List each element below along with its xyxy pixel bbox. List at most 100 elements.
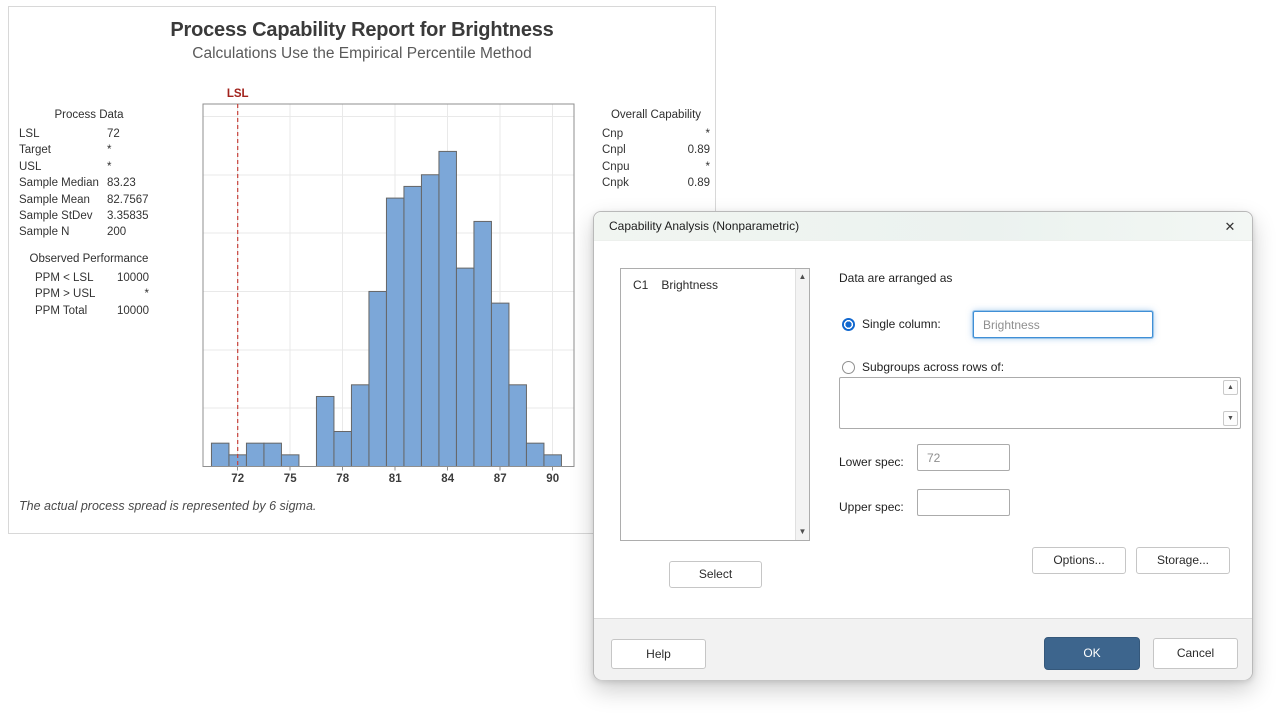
single-column-input[interactable] [973, 311, 1153, 338]
cancel-button[interactable]: Cancel [1153, 638, 1238, 669]
stat-row: Target * [19, 142, 159, 158]
stat-value: 0.89 [687, 177, 710, 190]
overall-capability-rows: Cnp * Cnpl 0.89 Cnpu * Cnpk 0.89 [598, 126, 714, 192]
stat-value: * [144, 288, 149, 301]
help-button[interactable]: Help [611, 639, 706, 669]
stat-value: 0.89 [687, 144, 710, 157]
histogram-bar [455, 267, 475, 467]
lower-spec-label: Lower spec: [839, 455, 904, 469]
stat-label: Sample StDev [19, 209, 93, 222]
stat-label: Cnpk [602, 177, 629, 190]
stat-row: PPM > USL * [19, 286, 159, 302]
stat-label: Target [19, 144, 51, 157]
scroll-down-icon[interactable]: ▼ [1223, 411, 1238, 426]
stat-row: Sample N 200 [19, 224, 159, 240]
histogram-bar [473, 220, 492, 467]
storage-button[interactable]: Storage... [1136, 547, 1230, 574]
histogram-bar [385, 197, 405, 467]
stat-row: PPM Total 10000 [19, 303, 159, 319]
data-arranged-label: Data are arranged as [839, 271, 953, 285]
subgroups-input[interactable]: ▲ ▼ [839, 377, 1241, 429]
stat-value: 72 [107, 128, 120, 140]
close-icon[interactable]: ✕ [1224, 219, 1236, 234]
dialog-title: Capability Analysis (Nonparametric) [609, 219, 800, 233]
histogram-bar [403, 185, 422, 467]
histogram-bar [315, 395, 335, 468]
stat-row: Sample StDev 3.35835 [19, 208, 159, 224]
stat-row: Cnp * [598, 126, 714, 142]
histogram-bar [245, 442, 265, 468]
histogram-bar [525, 442, 545, 468]
capability-analysis-dialog: Capability Analysis (Nonparametric) ✕ C1… [593, 211, 1253, 680]
column-listbox[interactable]: C1 Brightness ▲ ▼ [620, 268, 810, 541]
scroll-up-icon[interactable]: ▲ [798, 272, 807, 281]
x-axis-tick-label: 87 [494, 473, 507, 485]
stat-row: Cnpk 0.89 [598, 175, 714, 191]
histogram-bar [210, 442, 230, 468]
report-title: Process Capability Report for Brightness [170, 19, 554, 41]
stat-label: Cnp [602, 128, 624, 140]
observed-performance-rows: PPM < LSL 10000 PPM > USL * PPM Total 10000 [19, 270, 159, 319]
stat-row: LSL 72 [19, 126, 159, 142]
select-button[interactable]: Select [669, 561, 762, 588]
stat-value: * [107, 144, 112, 157]
plot-border [202, 103, 575, 467]
scroll-down-icon[interactable]: ▼ [798, 527, 807, 536]
stat-label: Sample N [19, 226, 70, 239]
single-column-radio[interactable] [842, 318, 855, 331]
histogram-bar [333, 430, 352, 467]
x-axis-tick-label: 75 [284, 473, 297, 485]
stat-value: 10000 [117, 304, 149, 317]
histogram-bar [420, 174, 440, 467]
stat-value: 200 [107, 226, 127, 239]
stat-label: Sample Median [19, 177, 99, 190]
overall-capability-block: Overall Capability Cnp * Cnpl 0.89 Cnpu * Cnpk… [598, 106, 714, 192]
stat-value: * [705, 160, 710, 173]
stat-value: * [705, 128, 710, 140]
list-item[interactable]: C1 Brightness [633, 278, 718, 292]
histogram: LSL 72 75 78 81 84 87 90 [202, 88, 575, 485]
stat-label: LSL [19, 128, 40, 140]
scroll-up-icon[interactable]: ▲ [1223, 380, 1238, 395]
subgroups-radio[interactable] [842, 361, 855, 374]
options-button[interactable]: Options... [1032, 547, 1126, 574]
stat-row: Cnpu * [598, 159, 714, 175]
subgroups-scrollbar[interactable]: ▲ ▼ [1223, 380, 1238, 426]
stat-row: Sample Median 83.23 [19, 175, 159, 191]
x-axis-tick-label: 72 [231, 473, 244, 485]
histogram-bar [508, 384, 527, 467]
x-axis-tick-label: 84 [441, 473, 454, 485]
stat-label: PPM > USL [35, 288, 96, 301]
dialog-titlebar[interactable]: Capability Analysis (Nonparametric) ✕ [594, 212, 1252, 241]
stat-value: 83.23 [107, 177, 136, 190]
process-data-header: Process Data [54, 109, 124, 121]
stat-label: Sample Mean [19, 193, 90, 206]
stat-label: PPM < LSL [35, 271, 94, 284]
histogram-bar [438, 150, 457, 467]
spacer [19, 241, 159, 250]
stat-label: Cnpu [602, 160, 630, 173]
report-subtitle: Calculations Use the Empirical Percentil… [192, 45, 532, 62]
lower-spec-input[interactable] [917, 444, 1010, 471]
histogram-bar [263, 442, 282, 468]
x-axis-tick-label: 90 [546, 473, 559, 485]
histogram-bar [543, 454, 562, 467]
stat-value: 3.35835 [107, 209, 149, 222]
x-axis-tick-label: 81 [389, 473, 402, 485]
process-data-rows: LSL 72 Target * USL * Sample Median 83.23 Sample… [19, 126, 159, 241]
x-axis-tick-label: 78 [336, 473, 349, 485]
upper-spec-label: Upper spec: [839, 500, 904, 514]
stat-value: 10000 [117, 271, 149, 284]
stat-row: Cnpl 0.89 [598, 142, 714, 158]
histogram-bar [368, 290, 387, 467]
subgroups-label: Subgroups across rows of: [862, 360, 1005, 374]
upper-spec-input[interactable] [917, 489, 1010, 516]
listbox-scrollbar[interactable]: ▲ ▼ [795, 269, 809, 540]
column-id: C1 [633, 278, 649, 292]
observed-performance-header: Observed Performance [29, 252, 149, 265]
stat-row: Sample Mean 82.7567 [19, 192, 159, 208]
single-column-label: Single column: [862, 317, 941, 331]
ok-button[interactable]: OK [1044, 637, 1140, 670]
dialog-footer: Help OK Cancel [594, 618, 1252, 680]
